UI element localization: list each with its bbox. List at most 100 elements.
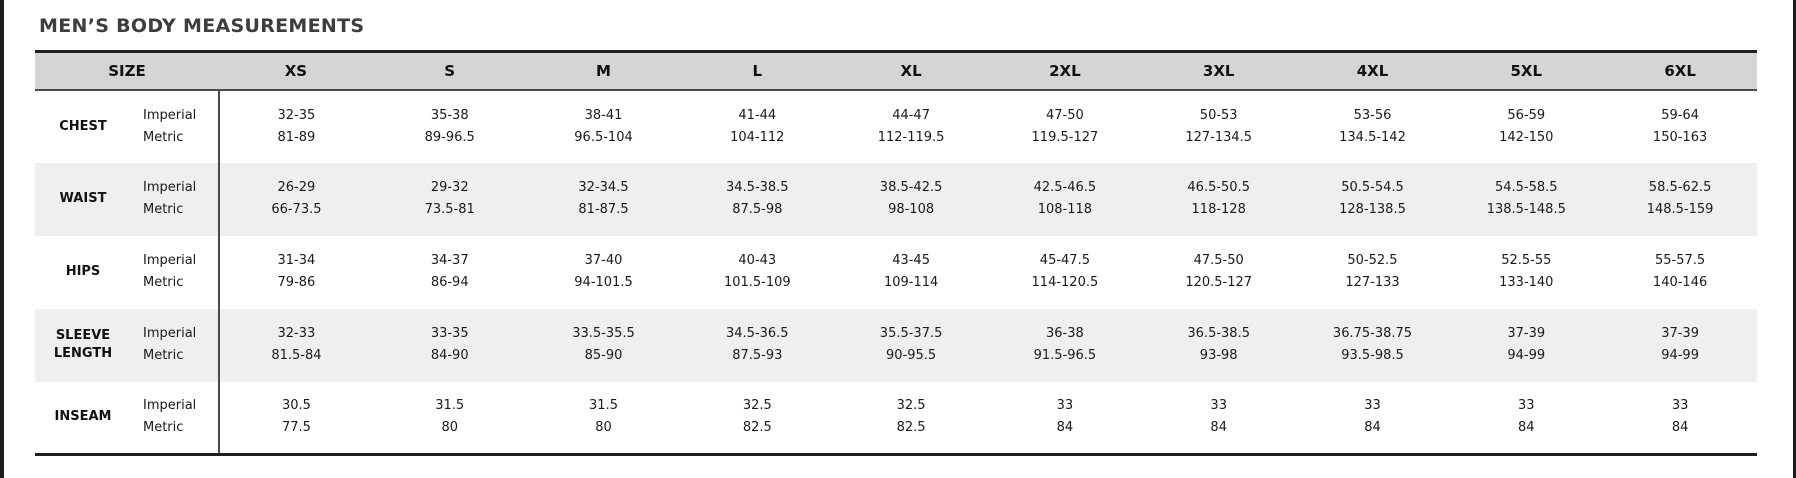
unit-labels-cell: Imperial Metric (131, 162, 221, 236)
imperial-value: 47.5-50 (1193, 253, 1244, 268)
column-header-xl: XL (834, 51, 988, 91)
value-cell: 47.5-50 120.5-127 (1142, 236, 1296, 309)
value-cell: 36.75-38.75 93.5-98.5 (1296, 309, 1450, 382)
imperial-value: 55-57.5 (1655, 253, 1706, 268)
metric-value: 93.5-98.5 (1341, 348, 1404, 363)
value-cell: 33 84 (1142, 382, 1296, 455)
imperial-value: 52.5-55 (1501, 253, 1552, 268)
value-cell: 50-52.5 127-133 (1296, 236, 1450, 309)
imperial-value: 45-47.5 (1039, 253, 1090, 268)
metric-value: 94-99 (1507, 348, 1546, 363)
metric-value: 138.5-148.5 (1486, 202, 1566, 217)
imperial-value: 36.5-38.5 (1187, 326, 1250, 341)
imperial-value: 33-35 (430, 326, 469, 341)
value-cell: 33 84 (1449, 382, 1603, 455)
imperial-value: 59-64 (1661, 107, 1699, 123)
value-cell: 32.5 82.5 (834, 382, 988, 455)
imperial-value: 30.5 (281, 398, 311, 414)
value-cell: 44-47 112-119.5 (834, 90, 988, 163)
column-header-xs: XS (219, 51, 373, 91)
column-header-s: S (372, 51, 527, 91)
metric-value: 84 (1364, 420, 1381, 436)
row-label: WAIST (59, 191, 107, 207)
value-cell: 40-43 101.5-109 (680, 236, 834, 309)
metric-value: 87.5-93 (732, 348, 783, 363)
row-label: HIPS (65, 264, 101, 280)
unit-imperial-label: Imperial (143, 180, 197, 195)
unit-imperial-label: Imperial (143, 398, 197, 414)
metric-value: 148.5-159 (1646, 202, 1714, 217)
imperial-value: 50.5-54.5 (1341, 180, 1404, 195)
imperial-value: 56-59 (1507, 107, 1546, 123)
metric-value: 134.5-142 (1339, 129, 1406, 145)
value-cell: 35-38 89-96.5 (373, 90, 527, 163)
metric-value: 114-120.5 (1031, 275, 1099, 290)
table-row: INSEAM Imperial Metric 30.5 77.5 31.5 80 31.5 80… (35, 381, 1757, 455)
value-cell: 33 84 (1603, 382, 1757, 455)
value-cell: 55-57.5 140-146 (1603, 236, 1757, 309)
metric-value: 127-134.5 (1185, 129, 1253, 145)
imperial-value: 33 (1518, 398, 1535, 414)
unit-imperial-label: Imperial (143, 326, 197, 341)
metric-value: 80 (441, 420, 458, 436)
metric-value: 82.5 (896, 420, 926, 436)
table-row: SLEEVE LENGTH Imperial Metric 32-33 81.5-84 3… (35, 308, 1757, 382)
metric-value: 127-133 (1345, 275, 1400, 290)
imperial-value: 37-39 (1661, 326, 1699, 341)
value-cell: 32.5 82.5 (680, 382, 834, 455)
value-cell: 38-41 96.5-104 (527, 90, 681, 163)
page-title: MEN’S BODY MEASUREMENTS (39, 15, 365, 37)
imperial-value: 34.5-38.5 (726, 180, 789, 195)
value-cell: 33-35 84-90 (373, 309, 527, 382)
value-cell: 37-39 94-99 (1449, 309, 1603, 382)
value-cell: 34-37 86-94 (373, 236, 527, 309)
imperial-value: 38-41 (584, 107, 623, 123)
unit-metric-label: Metric (143, 348, 184, 363)
imperial-value: 31-34 (277, 253, 316, 268)
value-cell: 50.5-54.5 128-138.5 (1296, 163, 1450, 236)
value-cell: 30.5 77.5 (219, 382, 373, 455)
metric-value: 81-87.5 (578, 202, 629, 217)
value-cell: 46.5-50.5 118-128 (1142, 163, 1296, 236)
metric-value: 104-112 (730, 129, 785, 145)
metric-value: 120.5-127 (1185, 275, 1253, 290)
column-header-m: M (526, 51, 681, 91)
value-cell: 56-59 142-150 (1449, 90, 1603, 163)
metric-value: 91.5-96.5 (1033, 348, 1097, 363)
metric-value: 85-90 (584, 348, 623, 363)
row-label: CHEST (59, 118, 107, 134)
value-cell: 58.5-62.5 148.5-159 (1603, 163, 1757, 236)
metric-value: 82.5 (742, 420, 772, 436)
metric-value: 84 (1056, 420, 1074, 436)
value-cell: 33 84 (988, 382, 1142, 455)
imperial-value: 31.5 (435, 398, 465, 414)
metric-value: 80 (595, 420, 612, 436)
value-cell: 50-53 127-134.5 (1142, 90, 1296, 163)
column-header-5xl: 5XL (1449, 51, 1604, 91)
imperial-value: 38.5-42.5 (879, 180, 943, 195)
metric-value: 93-98 (1199, 348, 1238, 363)
imperial-value: 35.5-37.5 (879, 326, 943, 341)
column-header-l: L (680, 51, 835, 91)
value-cell: 31.5 80 (373, 382, 527, 455)
unit-imperial-label: Imperial (143, 107, 197, 123)
column-header-4xl: 4XL (1295, 51, 1450, 91)
metric-value: 84 (1518, 420, 1535, 436)
value-cell: 32-34.5 81-87.5 (527, 163, 681, 236)
imperial-value: 43-45 (892, 253, 930, 268)
imperial-value: 33.5-35.5 (572, 326, 635, 341)
table-row: WAIST Imperial Metric 26-29 66-73.5 29-32 73.5… (35, 162, 1757, 236)
column-header-6xl: 6XL (1603, 51, 1757, 91)
imperial-value: 36.75-38.75 (1332, 326, 1413, 341)
unit-labels-cell: Imperial Metric (131, 381, 221, 455)
value-cell: 47-50 119.5-127 (988, 90, 1142, 163)
imperial-value: 37-39 (1507, 326, 1546, 341)
metric-value: 140-146 (1652, 275, 1708, 290)
metric-value: 84 (1210, 420, 1227, 436)
metric-value: 150-163 (1652, 129, 1708, 145)
metric-value: 108-118 (1037, 202, 1093, 217)
imperial-value: 40-43 (738, 253, 777, 268)
unit-labels-cell: Imperial Metric (131, 308, 221, 382)
imperial-value: 34-37 (430, 253, 469, 268)
